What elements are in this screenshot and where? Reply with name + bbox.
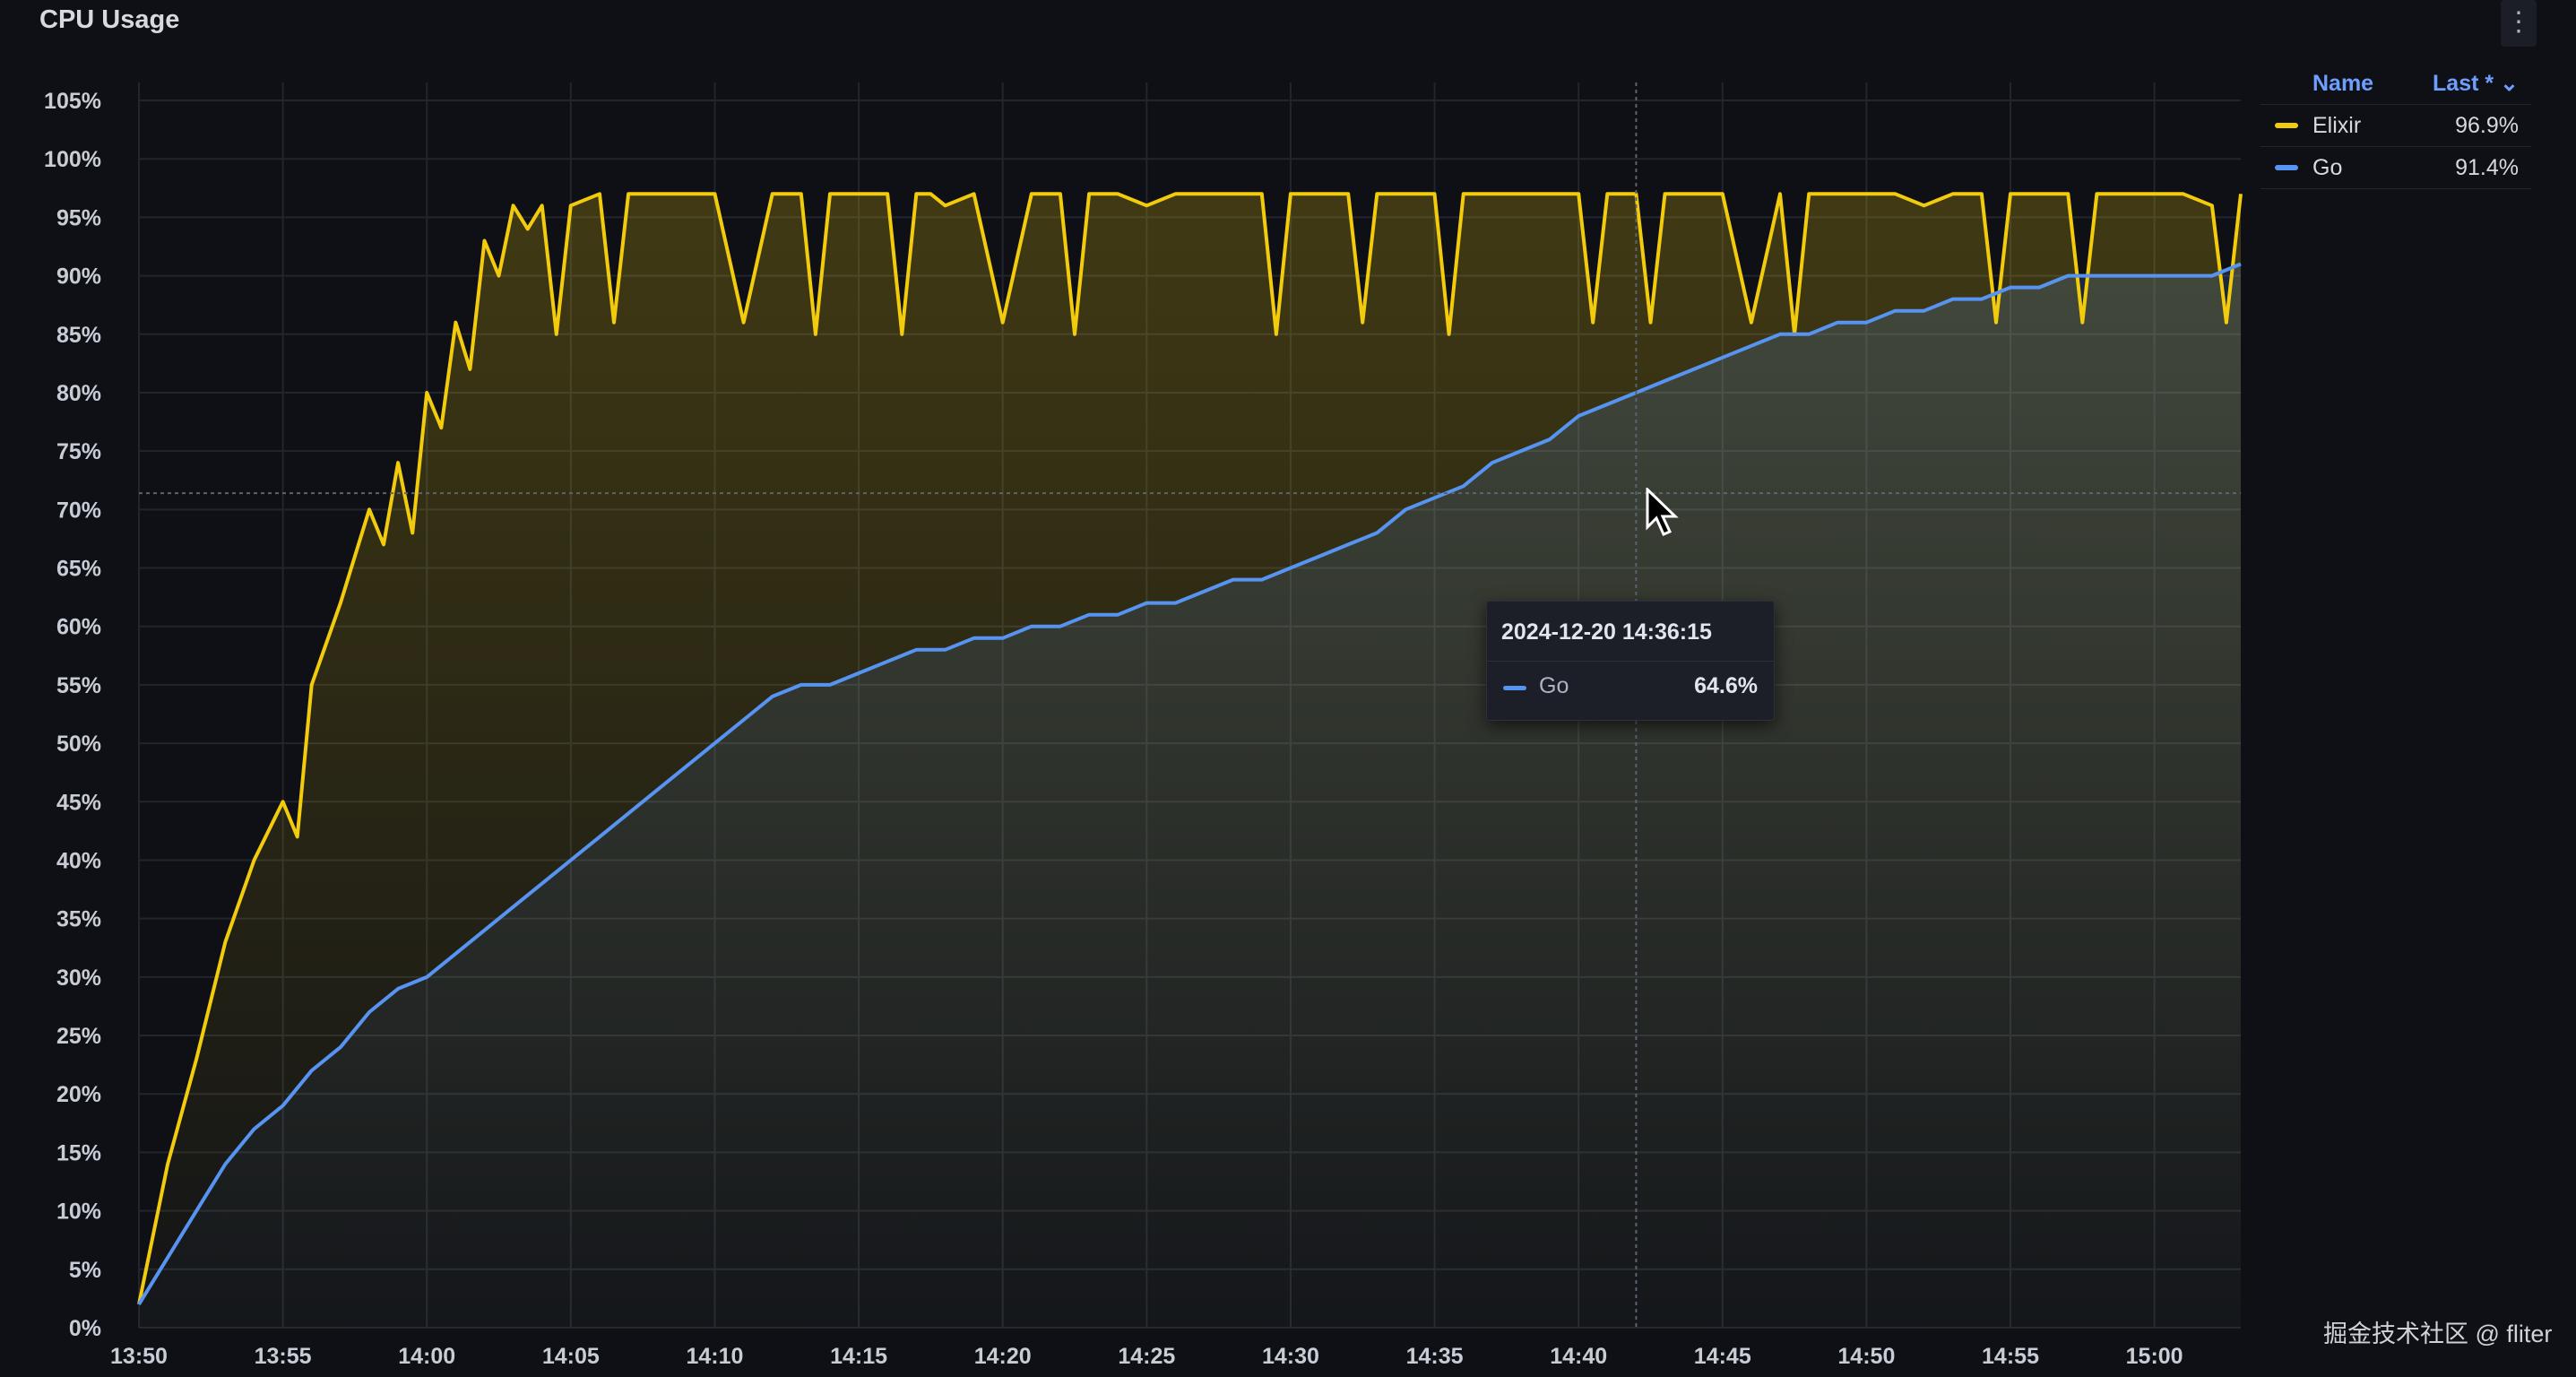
y-tick-label: 20% (56, 1082, 101, 1107)
x-tick-label: 14:15 (830, 1344, 887, 1369)
y-tick-label: 70% (56, 498, 101, 523)
legend-last-value: 91.4% (2455, 154, 2519, 180)
hover-tooltip: 2024-12-20 14:36:15 Go 64.6% (1486, 601, 1775, 721)
tooltip-series-name: Go (1539, 673, 1569, 698)
kebab-menu-icon: ⋮ (2505, 7, 2532, 37)
series-color-swatch (2275, 123, 2298, 128)
legend-series-name: Go (2312, 154, 2343, 180)
y-tick-label: 95% (56, 205, 101, 230)
series-areas (139, 194, 2241, 1328)
legend-series-name: Elixir (2312, 112, 2362, 138)
y-tick-label: 10% (56, 1199, 101, 1225)
y-tick-label: 50% (56, 732, 101, 757)
x-tick-label: 14:35 (1406, 1344, 1464, 1369)
y-tick-label: 80% (56, 381, 101, 406)
y-tick-label: 15% (56, 1140, 101, 1165)
series-color-swatch (1503, 686, 1526, 690)
y-tick-label: 100% (44, 147, 101, 172)
legend-last-header[interactable]: Last * ⌄ (2433, 71, 2519, 96)
tooltip-timestamp: 2024-12-20 14:36:15 (1501, 619, 1712, 645)
x-tick-label: 14:00 (398, 1344, 455, 1369)
tooltip-divider (1487, 661, 1774, 662)
crosshair (139, 82, 2241, 1328)
mouse-pointer-icon (1646, 488, 1679, 536)
x-tick-label: 14:50 (1837, 1344, 1895, 1369)
series-area-go (139, 264, 2241, 1328)
y-tick-label: 105% (44, 89, 101, 114)
tooltip-series-value: 64.6% (1694, 673, 1758, 698)
panel-title: CPU Usage (39, 5, 180, 34)
x-tick-label: 14:40 (1550, 1344, 1607, 1369)
series-line-go (137, 262, 2242, 1305)
legend-last-value: 96.9% (2455, 112, 2519, 138)
y-tick-label: 35% (56, 907, 101, 932)
y-tick-label: 90% (56, 264, 101, 290)
y-tick-label: 55% (56, 673, 101, 698)
x-tick-label: 14:10 (686, 1344, 743, 1369)
legend-item-go[interactable]: Go 91.4% (2260, 147, 2531, 189)
x-tick-label: 14:05 (542, 1344, 600, 1369)
x-tick-label: 15:00 (2126, 1344, 2183, 1369)
watermark: 掘金技术社区 @ fliter (2323, 1321, 2553, 1347)
y-tick-label: 65% (56, 557, 101, 582)
y-tick-label: 85% (56, 323, 101, 348)
x-tick-label: 14:25 (1118, 1344, 1175, 1369)
series-line-elixir (137, 192, 2243, 1305)
y-axis-ticks: 0% 5% 10% 15% 20% 25% 30% 35% 40% 45% 50% 55% 60% 65%… (44, 89, 101, 1341)
series-color-swatch (2275, 165, 2298, 170)
y-tick-label: 45% (56, 790, 101, 815)
y-tick-label: 60% (56, 615, 101, 640)
y-tick-label: 75% (56, 439, 101, 464)
legend-item-elixir[interactable]: Elixir 96.9% (2260, 105, 2531, 147)
y-tick-label: 30% (56, 966, 101, 991)
x-tick-label: 14:55 (1982, 1344, 2039, 1369)
x-tick-label: 13:55 (255, 1344, 312, 1369)
y-tick-label: 40% (56, 848, 101, 873)
series-lines (137, 192, 2243, 1305)
x-tick-label: 14:20 (974, 1344, 1032, 1369)
x-tick-label: 14:45 (1694, 1344, 1751, 1369)
y-tick-label: 25% (56, 1024, 101, 1049)
legend-table: Name Last * ⌄ Elixir 96.9% Go 91.4% (2260, 63, 2531, 189)
y-tick-label: 0% (69, 1316, 101, 1341)
x-tick-label: 13:50 (110, 1344, 168, 1369)
panel-menu-button[interactable]: ⋮ (2501, 0, 2537, 47)
x-tick-label: 14:30 (1262, 1344, 1319, 1369)
x-axis-ticks: 13:50 13:55 14:00 14:05 14:10 14:15 14:20 14:25… (110, 1344, 2183, 1369)
y-tick-label: 5% (69, 1258, 101, 1283)
legend-name-header[interactable]: Name (2312, 70, 2374, 96)
legend-header: Name Last * ⌄ (2260, 63, 2531, 105)
